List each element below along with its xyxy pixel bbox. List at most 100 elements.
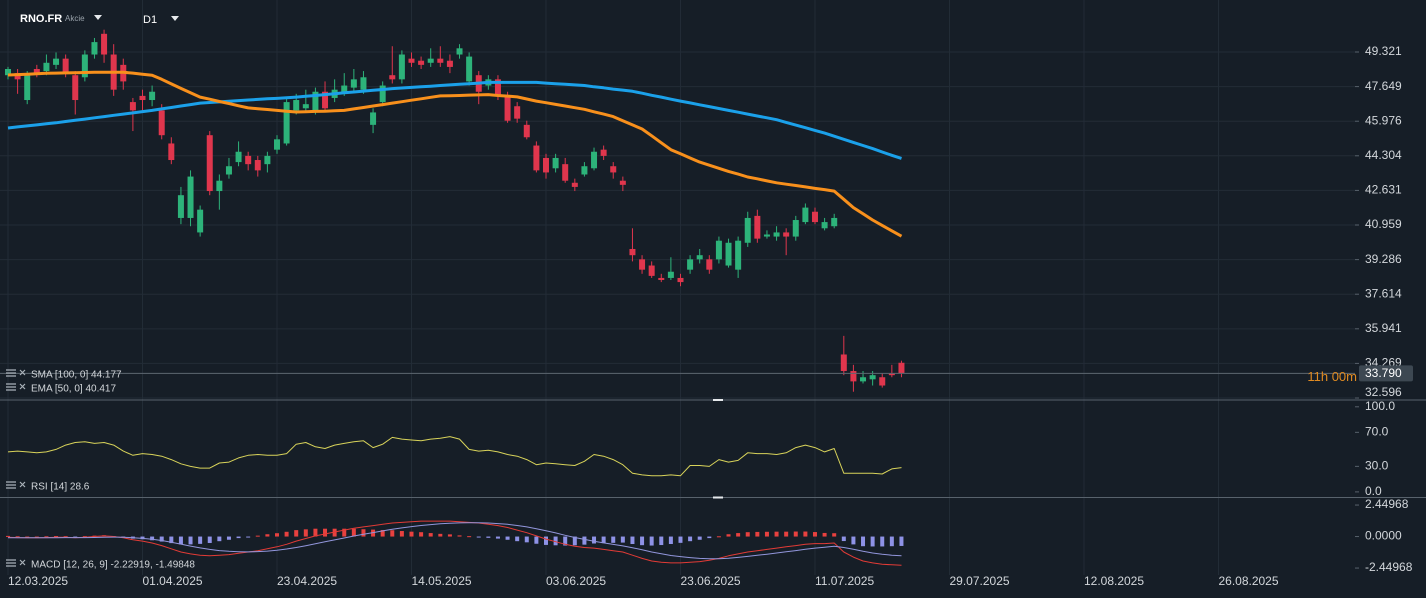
histogram-bar (467, 536, 472, 538)
candle-body (850, 371, 857, 382)
candle-body (446, 60, 453, 67)
histogram-bar (649, 536, 654, 546)
candle-body (360, 77, 367, 90)
histogram-bar (255, 535, 260, 537)
candle-body (398, 54, 405, 80)
candle-body (149, 91, 156, 101)
histogram-bar (774, 531, 779, 537)
histogram-bar (592, 536, 597, 544)
y-tick-label: 30.0 (1365, 459, 1389, 473)
panel-resize-handle[interactable] (713, 399, 723, 401)
close-icon[interactable] (19, 559, 26, 566)
histogram-bar (428, 533, 433, 537)
x-tick-label: 23.06.2025 (680, 574, 740, 588)
candle-body (687, 259, 694, 270)
candle-body (408, 58, 415, 63)
candle-body (389, 75, 396, 80)
histogram-bar (294, 530, 299, 537)
y-tick-label: 0.0000 (1365, 529, 1402, 543)
candle-body (456, 48, 463, 55)
x-tick-label: 12.03.2025 (8, 574, 68, 588)
histogram-bar (226, 536, 231, 540)
histogram-bar (323, 528, 328, 537)
histogram-bar (351, 528, 356, 537)
y-tick-label: 37.614 (1365, 286, 1402, 300)
histogram-bar (495, 536, 500, 539)
histogram-bar (274, 533, 279, 537)
current-price-label: 33.790 (1365, 366, 1402, 380)
candle-body (735, 240, 742, 270)
menu-icon[interactable] (6, 369, 16, 377)
histogram-bar (889, 536, 894, 547)
candle-body (254, 160, 261, 171)
histogram-bar (265, 534, 270, 537)
y-tick-label: -2.44968 (1365, 560, 1413, 574)
candle-body (619, 180, 626, 185)
histogram-bar (659, 536, 664, 546)
histogram-bar (841, 536, 846, 542)
candle-body (264, 155, 271, 165)
x-tick-label: 11.07.2025 (815, 574, 874, 588)
histogram-bar (63, 536, 68, 538)
histogram-bar (25, 536, 30, 538)
candle-body (571, 182, 578, 187)
symbol[interactable]: RNO.FR (20, 13, 62, 25)
candle-body (139, 95, 146, 101)
candle-body (379, 85, 386, 103)
menu-icon[interactable] (6, 559, 16, 567)
candle-body (302, 104, 309, 109)
close-icon[interactable] (19, 481, 26, 488)
panel-resize-handle[interactable] (713, 496, 723, 499)
legend-entry: EMA [50, 0] 40.417 (31, 384, 116, 395)
menu-icon[interactable] (6, 383, 16, 391)
histogram-bar (217, 536, 222, 542)
histogram-bar (899, 536, 904, 546)
candle-body (754, 215, 761, 239)
histogram-bar (54, 536, 59, 538)
candle-body (600, 149, 607, 156)
close-icon[interactable] (19, 383, 26, 390)
candle-body (168, 143, 175, 161)
histogram-bar (332, 528, 337, 537)
candle-body (466, 56, 473, 82)
candle-body (591, 151, 598, 169)
legend-icons[interactable] (6, 369, 26, 567)
dropdown-arrow[interactable] (94, 15, 102, 20)
histogram-bar (409, 531, 414, 537)
y-tick-label: 45.976 (1365, 113, 1402, 127)
x-tick-label: 01.04.2025 (142, 574, 202, 588)
candle-body (706, 259, 713, 270)
histogram-bar (505, 536, 510, 540)
candle-body (542, 157, 549, 173)
timeframe[interactable]: D1 (143, 14, 157, 26)
candle-body (504, 95, 511, 121)
dropdown-arrow[interactable] (171, 16, 179, 21)
plot (0, 29, 1355, 566)
close-icon[interactable] (19, 369, 26, 376)
histogram-bar (515, 536, 520, 542)
candle-body (197, 209, 204, 233)
histogram-bar (246, 536, 251, 538)
histogram-bar (73, 536, 78, 538)
legend-entry: RSI [14] 28.6 (31, 482, 90, 493)
histogram-bar (812, 532, 817, 537)
histogram-bar (207, 536, 212, 543)
candle-body (792, 220, 799, 237)
histogram-bar (34, 536, 39, 538)
histogram-bar (390, 530, 395, 537)
histogram-bar (851, 536, 856, 545)
candle-body (245, 155, 252, 165)
candle-body (831, 217, 838, 227)
histogram-bar (611, 536, 616, 543)
histogram-bar (697, 536, 702, 540)
candle-body (53, 58, 60, 65)
menu-icon[interactable] (6, 481, 16, 489)
candle-body (552, 157, 559, 169)
indicator-line (7, 436, 902, 477)
histogram-bar (678, 536, 683, 543)
y-tick-label: 40.959 (1365, 217, 1402, 231)
x-tick-label: 29.07.2025 (949, 574, 1009, 588)
candle-body (869, 375, 876, 380)
